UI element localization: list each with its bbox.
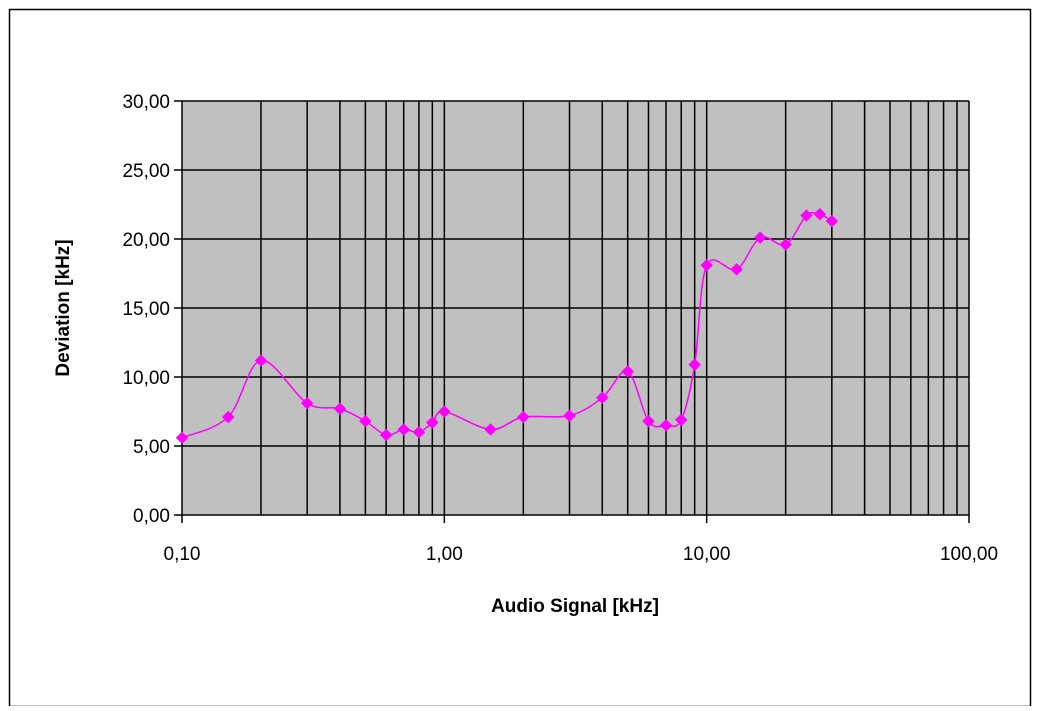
- data-point-marker: [621, 365, 634, 378]
- data-point-marker: [221, 410, 235, 424]
- data-point-marker: [779, 238, 792, 251]
- y-tick-label: 25,00: [122, 161, 170, 182]
- y-tick-label: 5,00: [133, 437, 170, 458]
- data-point-marker: [484, 423, 497, 436]
- x-axis-title: Audio Signal [kHz]: [491, 596, 659, 617]
- data-point-marker: [426, 416, 439, 429]
- tick-labels: 0,00 5,00 10,00 15,00 20,00 25,00 30,00 0,10 1,0…: [122, 92, 998, 565]
- data-point-marker: [517, 410, 530, 424]
- data-point-marker: [825, 214, 839, 228]
- data-point-marker: [700, 259, 713, 272]
- data-point-marker: [333, 402, 347, 415]
- data-point-marker: [754, 231, 767, 244]
- data-point-marker: [659, 419, 673, 432]
- y-axis-title: Deviation [kHz]: [53, 239, 74, 376]
- data-point-marker: [642, 414, 655, 428]
- y-tick-label: 10,00: [122, 368, 170, 389]
- x-tick-label: 0,10: [164, 544, 201, 565]
- data-point-marker: [800, 209, 813, 222]
- data-point-marker: [379, 428, 393, 442]
- data-point-marker: [730, 263, 743, 276]
- data-point-marker: [254, 354, 268, 367]
- data-point-marker: [688, 358, 701, 371]
- series-deviation: [175, 207, 839, 444]
- x-tick-label: 100,00: [940, 544, 998, 565]
- data-point-marker: [813, 207, 827, 221]
- data-point-marker: [359, 414, 372, 428]
- gridlines: [182, 100, 970, 515]
- data-point-marker: [438, 405, 451, 418]
- data-point-marker: [175, 431, 189, 444]
- y-tick-label: 0,00: [133, 506, 170, 527]
- x-tick-label: 10,00: [683, 544, 731, 565]
- axes: [174, 100, 970, 523]
- data-point-marker: [563, 409, 576, 422]
- data-point-marker: [412, 425, 426, 439]
- y-tick-label: 20,00: [122, 230, 170, 251]
- data-point-marker: [397, 423, 410, 436]
- y-tick-label: 15,00: [122, 299, 170, 320]
- data-point-marker: [675, 413, 688, 426]
- x-tick-label: 1,00: [426, 544, 463, 565]
- data-point-marker: [300, 397, 314, 410]
- y-tick-label: 30,00: [122, 92, 170, 113]
- data-point-marker: [596, 391, 609, 404]
